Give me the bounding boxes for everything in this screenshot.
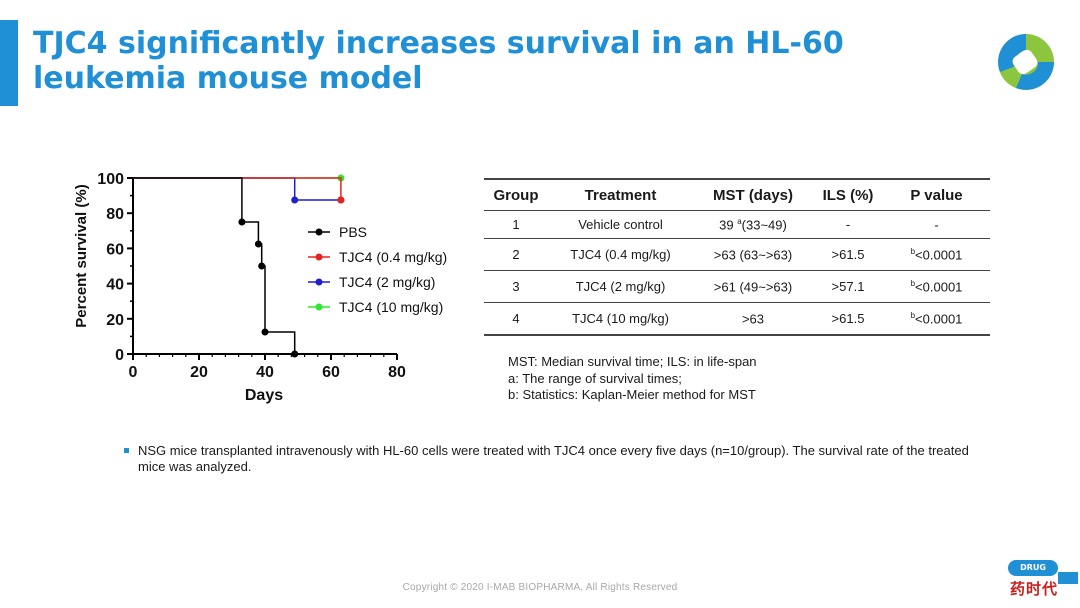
- footnote: b: Statistics: Kaplan-Meier method for M…: [508, 387, 756, 402]
- footnote: MST: Median survival time; ILS: in life-…: [508, 354, 757, 369]
- drugtimes-watermark: DRUG TIMES 药时代: [1006, 558, 1078, 602]
- table-header-row: Group Treatment MST (days) ILS (%) P val…: [484, 178, 990, 211]
- table-row: 2 TJC4 (0.4 mg/kg) >63 (63~>63) >61.5 b<…: [484, 238, 990, 271]
- x-tick-label: 40: [256, 364, 274, 381]
- legend-label: PBS: [339, 224, 367, 240]
- cell-p-value: -: [883, 210, 990, 239]
- cell-treatment: TJC4 (2 mg/kg): [548, 270, 693, 303]
- table-row: 4 TJC4 (10 mg/kg) >63 >61.5 b<0.0001: [484, 302, 990, 336]
- x-tick-label: 20: [190, 364, 208, 381]
- legend-label: TJC4 (10 mg/kg): [339, 299, 443, 315]
- cell-group: 1: [484, 210, 548, 239]
- x-tick-label: 60: [322, 364, 340, 381]
- data-point: [258, 262, 266, 270]
- title-accent-bar: [0, 20, 18, 106]
- results-table: Group Treatment MST (days) ILS (%) P val…: [484, 178, 990, 336]
- col-header-group: Group: [484, 178, 548, 211]
- y-tick-label: 0: [115, 347, 124, 364]
- bullet-square-icon: [124, 448, 129, 453]
- copyright-footer: Copyright © 2020 I-MAB BIOPHARMA, All Ri…: [402, 582, 678, 593]
- cell-p-value: b<0.0001: [883, 302, 990, 336]
- cell-group: 3: [484, 270, 548, 303]
- table-row: 3 TJC4 (2 mg/kg) >61 (49~>63) >57.1 b<0.…: [484, 270, 990, 303]
- data-point: [291, 196, 299, 204]
- cell-treatment: TJC4 (10 mg/kg): [548, 302, 693, 336]
- data-point: [291, 350, 299, 358]
- series-line-pbs: [133, 177, 296, 354]
- slide-title: TJC4 significantly increases survival in…: [33, 26, 844, 96]
- data-point: [238, 218, 246, 226]
- y-axis-label: Percent survival (%): [73, 184, 90, 327]
- x-tick-label: 80: [388, 364, 406, 381]
- cell-ils: -: [813, 210, 883, 239]
- legend-marker: [315, 228, 323, 236]
- x-tick-label: 0: [129, 364, 138, 381]
- cell-ils: >61.5: [813, 302, 883, 336]
- table-row: 1 Vehicle control 39 a(33~49) - -: [484, 210, 990, 239]
- data-point: [254, 240, 262, 248]
- cell-mst: >63 (63~>63): [693, 238, 813, 271]
- cell-group: 4: [484, 302, 548, 336]
- footnote: a: The range of survival times;: [508, 370, 682, 386]
- col-header-p-value: P value: [883, 178, 990, 211]
- survival-chart: 0 20 40 60 80 100 0 20 40 60 80 Percent survival (…: [73, 171, 447, 404]
- cell-treatment: Vehicle control: [548, 210, 693, 239]
- data-point: [261, 328, 269, 336]
- y-tick-label: 60: [106, 241, 124, 258]
- y-tick-label: 100: [97, 171, 124, 188]
- bullet-point: NSG mice transplanted intravenously with…: [124, 443, 974, 475]
- col-header-treatment: Treatment: [548, 178, 693, 211]
- series-line-tjc4-2-mg-kg-: [133, 177, 341, 201]
- bullet-text: NSG mice transplanted intravenously with…: [138, 443, 969, 474]
- col-header-ils: ILS (%): [813, 178, 883, 211]
- cell-ils: >57.1: [813, 270, 883, 303]
- y-tick-label: 80: [106, 206, 124, 223]
- col-header-mst: MST (days): [693, 178, 813, 211]
- legend-label: TJC4 (2 mg/kg): [339, 274, 435, 290]
- cell-mst: >61 (49~>63): [693, 270, 813, 303]
- cell-p-value: b<0.0001: [883, 270, 990, 303]
- watermark-badge: DRUG TIMES: [1008, 560, 1058, 588]
- watermark-stripe: [1058, 572, 1078, 584]
- legend-marker: [315, 303, 323, 311]
- data-point: [337, 196, 345, 204]
- legend-label: TJC4 (0.4 mg/kg): [339, 249, 447, 265]
- series-line-tjc4-0-4-mg-kg-: [133, 177, 342, 200]
- cell-p-value: b<0.0001: [883, 238, 990, 271]
- table-footnotes: MST: Median survival time; ILS: in life-…: [508, 354, 757, 404]
- plot-area: 0 20 40 60 80 100 0 20 40 60 80: [97, 171, 406, 381]
- x-axis-label: Days: [245, 387, 283, 404]
- chart-legend: PBS TJC4 (0.4 mg/kg) TJC4 (2 mg/kg) TJC4 (1…: [308, 224, 447, 315]
- legend-marker: [315, 278, 323, 286]
- y-tick-label: 40: [106, 277, 124, 294]
- company-logo-icon: [998, 34, 1054, 90]
- cell-group: 2: [484, 238, 548, 271]
- cell-mst: >63: [693, 302, 813, 336]
- y-tick-label: 20: [106, 312, 124, 329]
- legend-marker: [315, 253, 323, 261]
- cell-treatment: TJC4 (0.4 mg/kg): [548, 238, 693, 271]
- watermark-chinese-text: 药时代: [1010, 580, 1059, 598]
- cell-mst: 39 a(33~49): [693, 210, 813, 239]
- cell-ils: >61.5: [813, 238, 883, 271]
